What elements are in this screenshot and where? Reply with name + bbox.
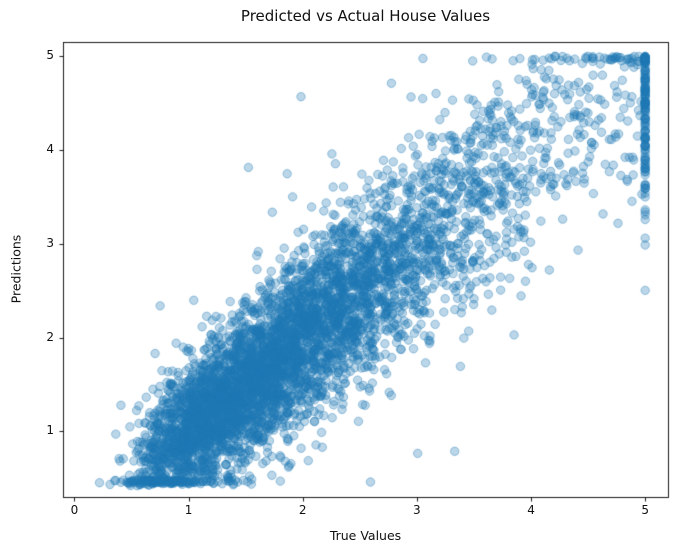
y-axis-label: Predictions <box>8 234 24 304</box>
chart-title: Predicted vs Actual House Values <box>240 7 491 25</box>
x-axis-label: True Values <box>329 528 402 543</box>
